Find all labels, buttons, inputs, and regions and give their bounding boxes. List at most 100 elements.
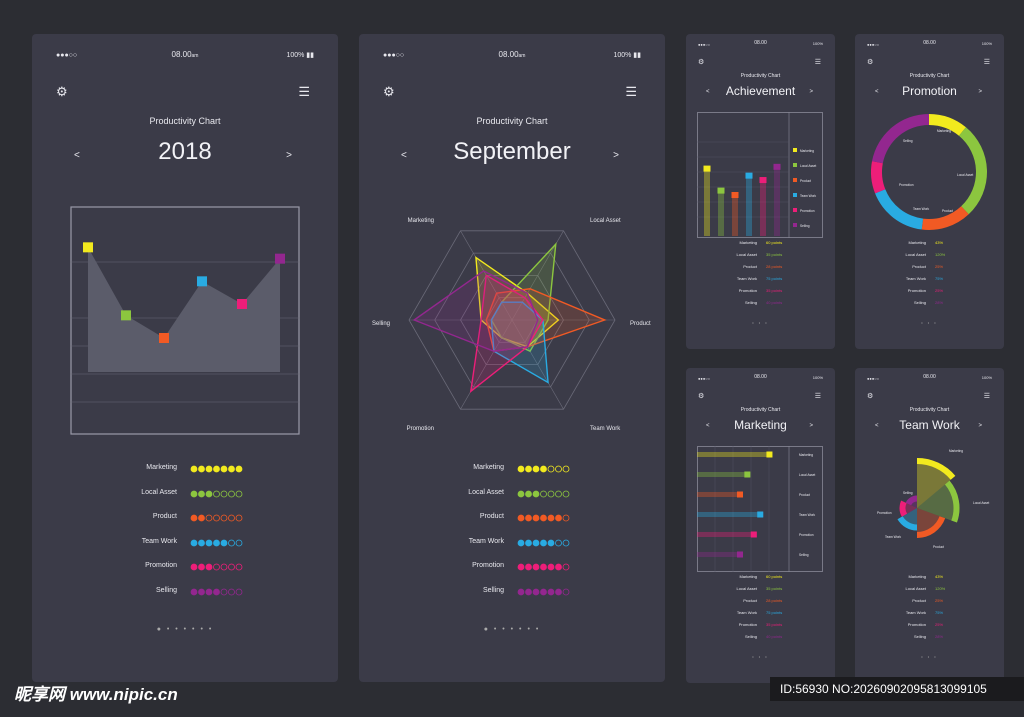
stat-row-local-asset: Local Asset 120% [855, 586, 1004, 594]
clock: 08.00am [498, 50, 526, 59]
stat-label: Marketing [908, 240, 926, 245]
signal-icon: ●●●○○ [867, 376, 880, 381]
menu-icon[interactable]: ☰ [814, 59, 821, 66]
rating-label: Selling [482, 586, 504, 594]
radar-axis-label: Team Work [590, 426, 621, 432]
menu-icon[interactable]: ☰ [625, 84, 637, 99]
hbar-cap-product [737, 491, 743, 498]
menu-icon[interactable]: ☰ [983, 393, 990, 400]
stat-row-team-work: Team Work 75% [855, 276, 1004, 284]
next-button[interactable]: > [809, 423, 813, 429]
prev-button[interactable]: < [74, 150, 80, 161]
gear-icon[interactable]: ⚙ [56, 84, 68, 99]
page-dots[interactable]: • • • [921, 320, 938, 325]
rating-dot [562, 563, 570, 571]
rating-label: Local Asset [468, 488, 504, 496]
rating-dot [517, 490, 525, 497]
rating-dot [517, 514, 525, 522]
next-button[interactable]: > [286, 150, 292, 161]
donut-slice-team-work [875, 189, 924, 230]
chart-title: Productivity Chart [740, 73, 781, 79]
rating-label: Marketing [473, 464, 504, 471]
donut-slice-product [921, 206, 969, 230]
stat-row-team-work: Team Work 75 points [686, 276, 835, 284]
legend-swatch [793, 148, 797, 152]
rating-dot [213, 514, 220, 522]
rating-label: Promotion [145, 562, 177, 569]
points-list: Marketing 60 points Local Asset 35 points Pr… [686, 240, 835, 320]
rating-dot [235, 490, 243, 497]
next-button[interactable]: > [809, 89, 813, 95]
menu-icon[interactable]: ☰ [983, 59, 990, 66]
prev-button[interactable]: < [706, 89, 710, 95]
rating-label: Product [152, 513, 177, 520]
page-dots[interactable]: • • • [921, 654, 938, 659]
stat-row-product: Product 25% [855, 264, 1004, 272]
rating-dot [205, 465, 213, 473]
radar-spoke [460, 319, 513, 410]
stat-value: 28% [935, 300, 944, 305]
slice-label: Marketing [937, 129, 951, 133]
gear-icon[interactable]: ⚙ [383, 84, 395, 99]
gear-icon[interactable]: ⚙ [867, 59, 874, 66]
prev-button[interactable]: < [706, 423, 710, 429]
radar-series-team-work [490, 301, 549, 384]
rating-row-team-work: Team Work [32, 538, 338, 552]
stat-value: 40 points [766, 634, 783, 639]
gear-icon[interactable]: ⚙ [867, 393, 874, 400]
page-dots[interactable]: ● • • • • • • [483, 626, 541, 633]
hbar-cap-marketing [766, 451, 773, 458]
stat-row-local-asset: Local Asset 120% [855, 252, 1004, 260]
page-dots[interactable]: ● • • • • • • [156, 626, 214, 633]
area-point-selling [275, 253, 285, 264]
signal-icon: ●●●○○ [867, 42, 880, 47]
rating-dot [555, 563, 562, 571]
prev-button[interactable]: < [875, 423, 879, 429]
rating-dot [540, 563, 547, 571]
hbar-product [697, 492, 743, 497]
rating-list: Marketing Local Asset Product Team Work Prom… [32, 464, 338, 614]
rating-dot [555, 588, 562, 595]
rating-dot [547, 539, 555, 546]
legend-label: Product [800, 179, 811, 183]
stat-label: Local Asset [736, 586, 757, 591]
stat-row-marketing: Marketing 60 points [686, 240, 835, 248]
clock: 08.00 [754, 40, 767, 46]
rating-row-product: Product [32, 513, 338, 527]
donut-slice-selling [872, 114, 929, 164]
rating-row-promotion: Promotion [359, 562, 665, 576]
next-button[interactable]: > [978, 89, 982, 95]
rating-dot [540, 514, 547, 522]
screen-marketing: ●●●○○ 08.00 100% ⚙ ☰ Productivity Chart … [686, 368, 835, 683]
stat-value: 28 points [766, 598, 783, 603]
stat-label: Team Work [736, 276, 757, 281]
menu-icon[interactable]: ☰ [814, 393, 821, 400]
page-dots[interactable]: • • • [752, 654, 769, 659]
legend-label: Selling [799, 553, 809, 557]
rating-label: Marketing [146, 464, 177, 471]
gear-icon[interactable]: ⚙ [698, 393, 705, 400]
next-button[interactable]: > [613, 150, 619, 161]
stat-row-selling: Selling 28% [855, 300, 1004, 308]
page-title: Team Work [899, 418, 960, 432]
radar-axis-label: Selling [372, 321, 390, 327]
page-dots[interactable]: • • • [752, 320, 769, 325]
menu-icon[interactable]: ☰ [298, 84, 310, 99]
rating-dot [220, 490, 228, 497]
donut-chart: Marketing Local Asset Product Team Work Prom… [871, 114, 987, 230]
rating-dot [532, 465, 540, 473]
next-button[interactable]: > [978, 423, 982, 429]
area-point-product [159, 333, 169, 343]
polar-rim-product [917, 516, 946, 538]
rating-row-marketing: Marketing [359, 464, 665, 478]
hbar-local-asset [697, 472, 751, 477]
prev-button[interactable]: < [875, 89, 879, 95]
rating-dot [220, 539, 228, 546]
stat-row-team-work: Team Work 75 points [686, 610, 835, 618]
gear-icon[interactable]: ⚙ [698, 59, 705, 66]
stat-value: 75 points [766, 610, 783, 615]
signal-icon: ●●●○○ [698, 376, 711, 381]
prev-button[interactable]: < [401, 150, 407, 161]
rating-dot [213, 588, 220, 595]
screen-september: ●●●○○ 08.00am 100% ▮▮ ⚙ ☰ Productivity C… [359, 34, 665, 682]
